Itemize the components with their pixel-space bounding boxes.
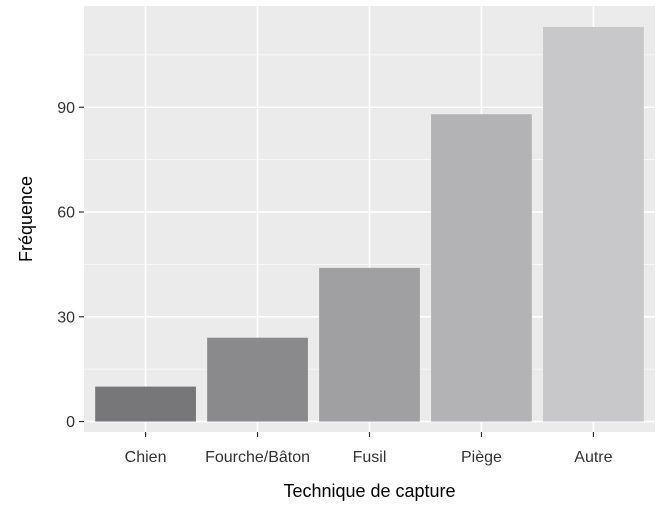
x-tick-label: Piège xyxy=(461,449,502,466)
x-tick-label: Fourche/Bâton xyxy=(205,449,310,466)
bar-autre xyxy=(543,26,644,422)
y-tick-label: 0 xyxy=(66,414,75,431)
y-tick-label: 60 xyxy=(57,205,75,222)
x-tick-label: Autre xyxy=(574,449,612,466)
bar-fourche-b-ton xyxy=(207,337,308,422)
x-tick-labels: Chien Fourche/Bâton Fusil Piège Autre xyxy=(125,449,613,466)
y-tick-label: 30 xyxy=(57,309,75,326)
bar-fusil xyxy=(319,267,420,422)
x-tick-label: Chien xyxy=(125,449,167,466)
axis-ticks xyxy=(79,106,595,437)
bar-pi-ge xyxy=(431,114,532,422)
x-tick-label: Fusil xyxy=(353,449,387,466)
y-tick-label: 90 xyxy=(57,100,75,117)
bar-chien xyxy=(95,386,196,422)
bars xyxy=(95,26,644,422)
x-axis-title: Technique de capture xyxy=(283,481,455,501)
y-axis-title: Fréquence xyxy=(16,176,36,262)
y-tick-labels: 0 30 60 90 xyxy=(57,100,75,431)
